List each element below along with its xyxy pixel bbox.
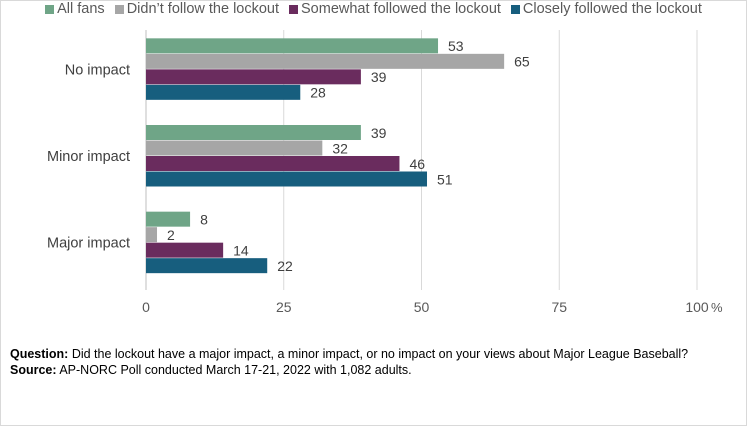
bar [146, 171, 428, 187]
data-label: 14 [233, 242, 249, 258]
bar [146, 258, 268, 274]
bar [146, 125, 361, 140]
category-label: Minor impact [47, 149, 130, 165]
data-label: 2 [167, 227, 175, 243]
x-tick-label: 25 [276, 299, 292, 315]
bar [146, 53, 505, 69]
legend-swatch-didnt-follow [114, 4, 124, 14]
bar [146, 69, 361, 85]
x-tick-label: 75 [551, 299, 567, 315]
question-label: Question: [10, 347, 69, 361]
source-text: AP-NORC Poll conducted March 17-21, 2022… [59, 363, 412, 377]
bar [146, 211, 191, 227]
legend-item-closely-followed: Closely followed the lockout [510, 1, 702, 17]
legend-item-all-fans: All fans [45, 1, 105, 17]
bar [146, 38, 439, 54]
legend-swatch-somewhat-followed [289, 4, 299, 14]
x-tick-label: 0 [142, 299, 150, 315]
legend-swatch-closely-followed [510, 4, 520, 14]
legend-label: Didn’t follow the lockout [126, 1, 280, 17]
x-unit-label: % [711, 300, 723, 315]
category-label: Major impact [47, 236, 130, 252]
data-label: 28 [310, 85, 326, 101]
x-tick-label: 50 [414, 299, 430, 315]
data-label: 8 [200, 211, 208, 227]
source-label: Source: [10, 363, 57, 377]
bar [146, 156, 400, 171]
question-note: Question: Did the lockout have a major i… [10, 346, 710, 362]
category-label: No impact [65, 62, 130, 78]
data-label: 51 [437, 171, 453, 187]
source-note: Source: AP-NORC Poll conducted March 17-… [10, 362, 710, 378]
legend-label: Closely followed the lockout [522, 1, 702, 17]
legend-label: All fans [57, 1, 105, 17]
legend-item-didnt-follow: Didn’t follow the lockout [114, 1, 280, 17]
question-text: Did the lockout have a major impact, a m… [71, 347, 689, 361]
legend: All fans Didn’t follow the lockout Somew… [0, 1, 747, 17]
data-label: 46 [409, 156, 425, 172]
bar [146, 84, 301, 100]
bar [146, 140, 323, 156]
bar [146, 227, 158, 243]
data-label: 65 [514, 54, 530, 70]
legend-item-somewhat-followed: Somewhat followed the lockout [289, 1, 501, 17]
chart-notes: Question: Did the lockout have a major i… [10, 346, 710, 378]
data-label: 39 [371, 125, 387, 141]
data-label: 22 [277, 258, 293, 274]
data-label: 39 [371, 69, 387, 85]
x-tick-label: 100 [685, 299, 709, 315]
bar [146, 242, 224, 258]
legend-swatch-all-fans [45, 4, 55, 14]
data-label: 32 [332, 140, 348, 156]
data-label: 53 [448, 38, 464, 54]
legend-label: Somewhat followed the lockout [301, 1, 501, 17]
